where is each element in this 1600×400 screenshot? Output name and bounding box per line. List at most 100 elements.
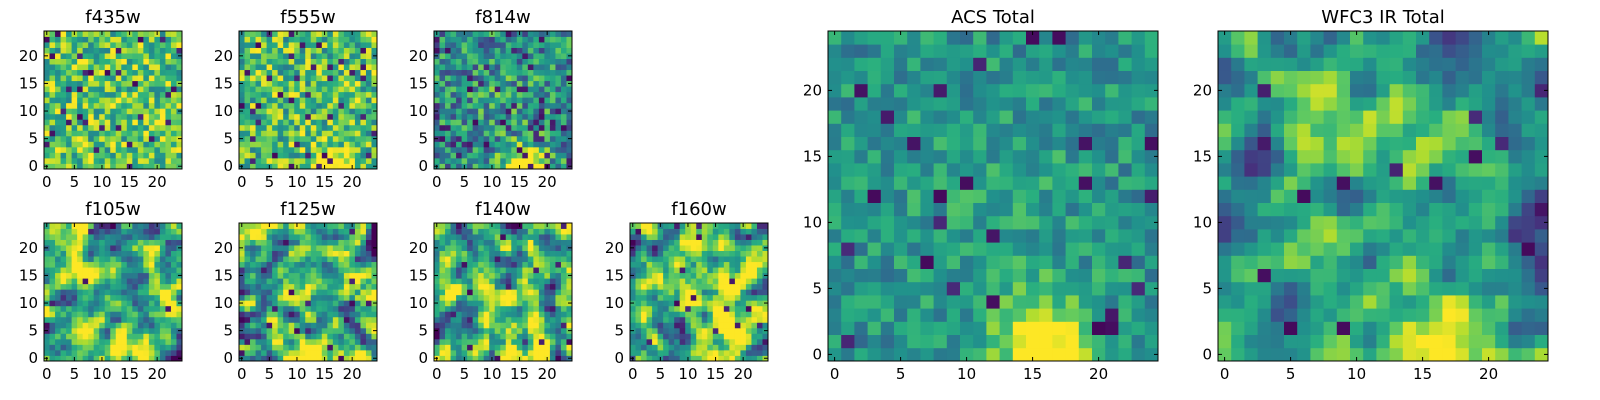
heatmap-cell [544, 86, 551, 93]
heatmap-cell [77, 58, 84, 65]
heatmap-cell [652, 289, 658, 296]
heatmap-cell [272, 113, 279, 120]
heatmap-cell [880, 255, 895, 269]
heatmap-cell [121, 278, 128, 285]
heatmap-cell [652, 272, 658, 279]
heatmap-cell [560, 47, 567, 54]
heatmap-cell [450, 91, 457, 98]
heatmap-cell [332, 300, 339, 307]
heatmap-cell [668, 234, 675, 240]
heatmap-cell [371, 261, 378, 268]
heatmap-cell [516, 80, 523, 87]
heatmap-cell [450, 294, 457, 301]
heatmap-cell [143, 102, 150, 109]
heatmap-cell [652, 355, 658, 362]
heatmap-cell [560, 80, 567, 87]
heatmap-cell [321, 75, 328, 82]
heatmap-cell [343, 267, 350, 274]
heatmap-cell [371, 239, 378, 246]
heatmap-cell [641, 228, 647, 235]
heatmap-cell [154, 64, 161, 71]
heatmap-cell [549, 163, 556, 170]
x-tick-label: 20 [734, 365, 753, 383]
heatmap-cell [663, 261, 670, 268]
heatmap-cell [244, 58, 251, 65]
heatmap-cell [338, 250, 345, 257]
heatmap-cell [88, 223, 95, 229]
heatmap-cell [674, 305, 681, 312]
heatmap-cell [960, 281, 974, 296]
heatmap-cell [121, 272, 128, 279]
heatmap-cell [740, 316, 747, 323]
heatmap-cell [472, 322, 479, 329]
heatmap-cell [712, 245, 719, 251]
heatmap-cell [165, 69, 172, 76]
heatmap-cell [244, 75, 251, 82]
heatmap-cell [338, 80, 345, 87]
heatmap-cell [137, 102, 144, 109]
heatmap-cell [55, 278, 61, 285]
heatmap-cell [701, 316, 708, 323]
heatmap-cell [668, 349, 675, 356]
heatmap-cell [170, 64, 177, 71]
heatmap-cell [121, 300, 128, 307]
heatmap-cell [44, 250, 50, 257]
heatmap-cell [115, 338, 122, 345]
heatmap-cell [60, 102, 67, 109]
heatmap-cell [566, 75, 573, 82]
heatmap-cell [500, 316, 507, 323]
heatmap-cell [55, 86, 61, 93]
heatmap-cell [439, 239, 446, 246]
heatmap-cell [137, 283, 144, 290]
heatmap-cell [255, 108, 262, 115]
heatmap-cell [663, 311, 670, 318]
heatmap-cell [445, 53, 451, 59]
heatmap-cell [170, 338, 177, 345]
heatmap-cell [461, 239, 468, 246]
heatmap-cell [999, 242, 1014, 256]
heatmap-cell [110, 119, 117, 126]
heatmap-cell [500, 278, 507, 285]
heatmap-cell [283, 228, 290, 235]
heatmap-cell [154, 36, 161, 43]
heatmap-cell [121, 322, 128, 329]
heatmap-cell [165, 58, 172, 65]
heatmap-cell [365, 278, 372, 285]
heatmap-cell [277, 58, 284, 65]
heatmap-cell [762, 316, 769, 323]
heatmap-cell [55, 338, 61, 345]
heatmap-cell [354, 97, 361, 104]
heatmap-cell [472, 283, 479, 290]
heatmap-cell [690, 338, 697, 345]
heatmap-cell [255, 261, 262, 268]
heatmap-cell [527, 239, 534, 246]
heatmap-cell [88, 97, 95, 104]
heatmap-cell [461, 86, 468, 93]
heatmap-cell [511, 130, 518, 137]
heatmap-cell [49, 42, 56, 48]
heatmap-cell [316, 53, 323, 59]
heatmap-cell [148, 294, 155, 301]
heatmap-cell [456, 119, 462, 126]
heatmap-cell [450, 146, 457, 153]
heatmap-cell [933, 242, 948, 256]
heatmap-cell [126, 289, 133, 296]
heatmap-cell [99, 124, 106, 131]
heatmap-cell [338, 47, 345, 54]
heatmap-cell [349, 141, 356, 148]
heatmap-cell [566, 316, 573, 323]
heatmap-cell [472, 305, 479, 312]
heatmap-cell [60, 300, 67, 307]
heatmap-cell [549, 234, 556, 240]
heatmap-cell [159, 146, 166, 153]
heatmap-cell [44, 338, 50, 345]
heatmap-cell [148, 135, 155, 142]
heatmap-cell [527, 146, 534, 153]
heatmap-cell [668, 228, 675, 235]
heatmap-cell [55, 261, 61, 268]
heatmap-cell [132, 91, 139, 98]
heatmap-cell [71, 338, 78, 345]
heatmap-cell [132, 245, 139, 251]
heatmap-cell [49, 333, 56, 340]
heatmap-cell [756, 278, 763, 285]
